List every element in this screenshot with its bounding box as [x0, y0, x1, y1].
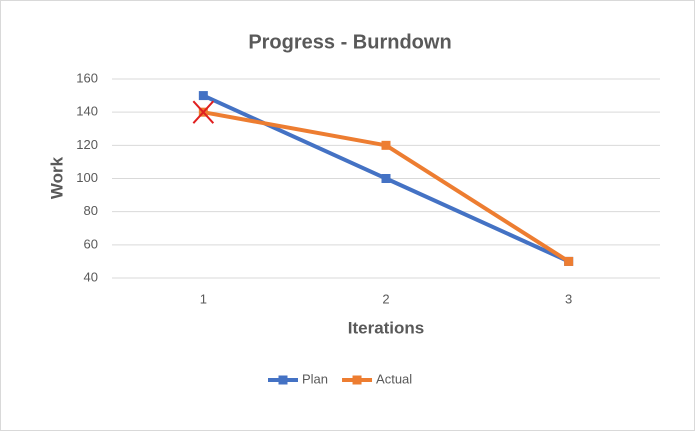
y-tick-label: 60	[84, 236, 98, 251]
y-tick-label: 120	[76, 137, 98, 152]
point-marker	[198, 91, 208, 101]
cross-annotation	[192, 100, 215, 124]
legend-label: Actual	[376, 371, 412, 386]
y-tick-label: 40	[84, 269, 98, 284]
x-axis-label: Iterations	[348, 318, 425, 337]
y-tick-label: 100	[76, 170, 98, 185]
legend-label: Plan	[302, 371, 328, 386]
chart-title: Progress - Burndown	[248, 31, 451, 53]
x-tick-label: 2	[382, 291, 389, 306]
y-tick-label: 140	[76, 104, 98, 119]
legend-marker	[278, 375, 288, 385]
y-axis-label: Work	[47, 156, 66, 199]
x-tick-label: 3	[565, 291, 572, 306]
point-marker	[564, 256, 574, 266]
point-marker	[381, 174, 391, 183]
y-tick-label: 160	[76, 70, 98, 85]
y-tick-label: 80	[84, 203, 98, 218]
x-tick-label: 1	[200, 291, 207, 306]
point-marker	[381, 140, 391, 150]
legend-marker	[352, 375, 362, 385]
